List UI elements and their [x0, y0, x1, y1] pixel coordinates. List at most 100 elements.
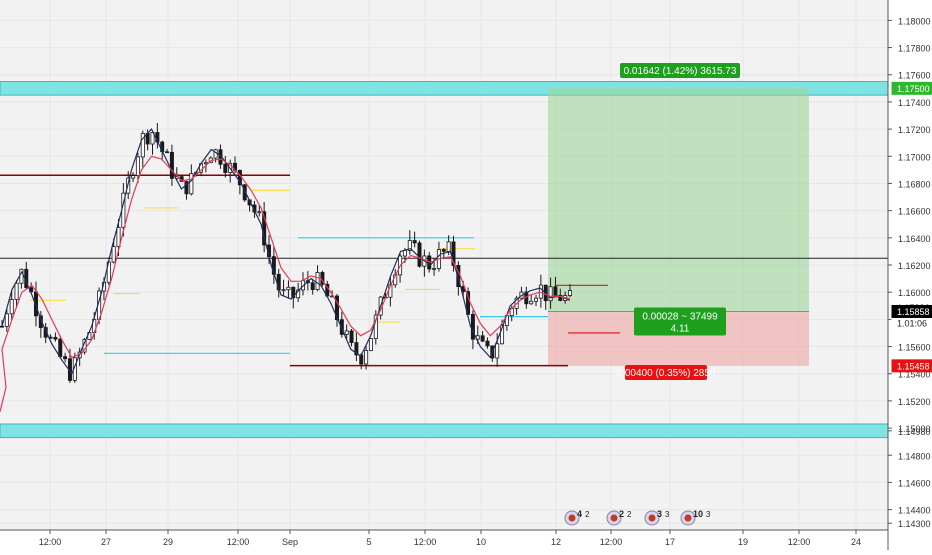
candle-body	[9, 299, 14, 315]
time-axis[interactable]: 12:00 27 29 12:00 Sep 5 12:00 10 12 12:00 17 19 12:0…	[0, 529, 888, 547]
candle-body	[558, 294, 563, 301]
event-count: 10	[693, 509, 703, 519]
entry-label: 0.00028 ~ 37499	[642, 311, 718, 322]
candle-body	[203, 162, 208, 165]
candle-body	[281, 289, 286, 292]
moving-average-line	[1, 128, 571, 375]
moving-averages	[0, 128, 571, 412]
candle-body	[131, 175, 136, 179]
target-label-bg	[620, 63, 740, 78]
candle-body	[568, 290, 573, 296]
candle-body	[63, 356, 68, 360]
candle-body	[169, 151, 174, 179]
candle-body	[407, 240, 412, 251]
candle-body	[548, 286, 553, 302]
y-tick-label: 1.16600	[898, 207, 931, 217]
y-tick-label: 1.14600	[898, 478, 931, 488]
candle-body	[432, 268, 437, 270]
x-tick-label: 12:00	[600, 537, 623, 547]
event-flag-dot	[648, 514, 656, 522]
candle-body	[111, 246, 116, 263]
candle-body	[451, 241, 456, 266]
y-tick-label: 1.15600	[898, 343, 931, 353]
x-tick-label: 12:00	[39, 537, 62, 547]
candle-body	[364, 350, 369, 365]
x-tick-label: 12	[551, 537, 561, 547]
candle-body	[480, 335, 485, 342]
stop-label: 0.00400 (0.35%) 2850	[617, 368, 716, 379]
time-axis-background	[0, 530, 932, 550]
price-marker-label: 1.17500	[897, 84, 930, 94]
candle-body	[291, 286, 296, 299]
candle-body	[495, 343, 500, 359]
candle-body	[334, 295, 339, 321]
y-tick-label: 1.15000	[898, 424, 931, 434]
candle-body	[417, 242, 422, 267]
candle-body	[446, 241, 451, 252]
y-tick-label: 1.17200	[898, 125, 931, 135]
entry-label-bg	[634, 307, 726, 336]
event-count: 3	[657, 509, 662, 519]
y-tick-label: 1.16800	[898, 179, 931, 189]
candle-body	[189, 173, 194, 195]
position-labels: 0.01642 (1.42%) 3615.73 0.00028 ~ 374994.…	[617, 63, 740, 380]
y-tick-label: 1.14300	[898, 519, 931, 529]
price-axis[interactable]: 1.18000 1.17800 1.17600 1.17400 1.17200 1.170…	[887, 0, 932, 550]
y-tick-label: 1.15400	[898, 370, 931, 380]
candle-body	[529, 300, 534, 305]
moving-average-line	[0, 155, 571, 412]
candle-body	[553, 286, 558, 296]
candle-body	[116, 226, 121, 248]
y-tick-label: 1.14800	[898, 451, 931, 461]
candle-body	[315, 272, 320, 290]
y-tick-label: 1.18000	[898, 16, 931, 26]
price-marker-label: 1.15458	[897, 361, 930, 371]
y-tick-label: 1.17800	[898, 44, 931, 54]
x-tick-label: 12:00	[788, 537, 811, 547]
event-flag-dot	[684, 514, 692, 522]
candle-body	[140, 133, 145, 158]
x-tick-label: 29	[163, 537, 173, 547]
y-tick-label: 1.17000	[898, 152, 931, 162]
candle-body	[58, 338, 63, 357]
x-tick-label: 17	[665, 537, 675, 547]
x-tick-label: 12:00	[227, 537, 250, 547]
entry-label-2: 4.11	[671, 323, 690, 334]
y-tick-label: 1.17400	[898, 98, 931, 108]
event-count: 2	[619, 509, 624, 519]
candle-body	[135, 156, 140, 177]
event-sup: 2	[627, 510, 632, 519]
candle-body	[534, 297, 539, 302]
y-tick-label: 1.14400	[898, 506, 931, 516]
candle-body	[349, 330, 354, 343]
candle-body	[339, 319, 344, 335]
price-marker-label: 1.15858	[897, 307, 930, 317]
candle-body	[0, 325, 4, 328]
price-marker-bg	[891, 359, 932, 373]
y-tick-label: 1.16400	[898, 234, 931, 244]
candle-body	[242, 184, 247, 201]
economic-events[interactable]: 4 2 2 2 3 3 10 3	[564, 509, 711, 526]
event-sup: 3	[706, 510, 711, 519]
candle-body	[344, 330, 349, 335]
event-flag-dot	[568, 514, 576, 522]
candle-body	[223, 163, 228, 173]
x-tick-label: 24	[851, 537, 861, 547]
candle-body	[43, 327, 48, 338]
x-tick-label: 5	[366, 537, 371, 547]
candle-body	[19, 268, 24, 284]
candle-body	[38, 315, 43, 328]
target-label: 0.01642 (1.42%) 3615.73	[624, 66, 737, 77]
candle-body	[257, 211, 262, 214]
event-count: 4	[577, 509, 582, 519]
y-tick-label: 1.17600	[898, 71, 931, 81]
y-tick-label: 1.16000	[898, 288, 931, 298]
price-marker-label: 1.01:06	[897, 318, 927, 328]
price-marker-bg	[891, 81, 932, 95]
event-sup: 3	[665, 510, 670, 519]
candle-body	[354, 342, 359, 356]
candle-body	[402, 249, 407, 257]
profit-zone	[548, 88, 809, 312]
